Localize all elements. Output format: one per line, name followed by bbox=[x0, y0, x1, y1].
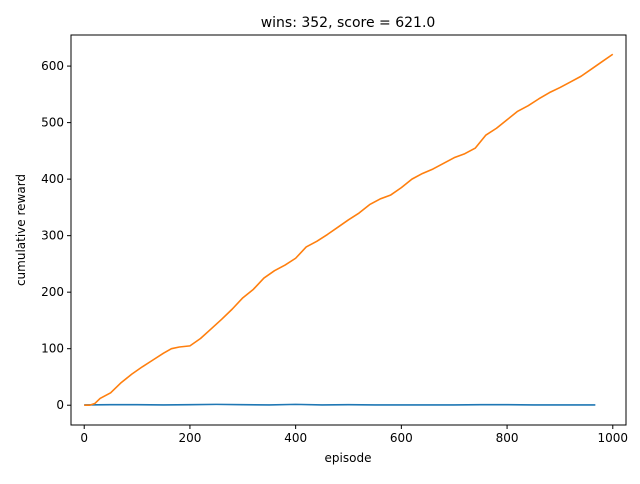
y-axis-label: cumulative reward bbox=[14, 174, 28, 286]
x-axis-label: episode bbox=[325, 451, 372, 465]
y-tick-label: 100 bbox=[41, 342, 64, 356]
axes-frame bbox=[70, 34, 627, 426]
x-tick-label: 600 bbox=[390, 431, 413, 445]
series-line-0 bbox=[84, 403, 596, 406]
series-layer bbox=[84, 53, 614, 407]
y-tick-label: 300 bbox=[41, 229, 64, 243]
x-axis-ticks: 0 200 400 600 800 1000 bbox=[80, 425, 628, 445]
x-tick-label: 400 bbox=[284, 431, 307, 445]
x-tick-label: 800 bbox=[496, 431, 519, 445]
y-tick-label: 500 bbox=[41, 116, 64, 130]
y-tick-label: 200 bbox=[41, 285, 64, 299]
x-tick-label: 0 bbox=[80, 431, 88, 445]
plot-area bbox=[71, 35, 626, 425]
x-tick-label: 1000 bbox=[598, 431, 629, 445]
y-tick-label: 600 bbox=[41, 59, 64, 73]
y-tick-label: 400 bbox=[41, 172, 64, 186]
series-line-1 bbox=[84, 53, 614, 407]
x-tick-label: 200 bbox=[178, 431, 201, 445]
y-axis-ticks: 0 100 200 300 400 500 600 bbox=[41, 59, 71, 412]
y-tick-label: 0 bbox=[56, 398, 64, 412]
chart-title: wins: 352, score = 621.0 bbox=[261, 15, 436, 31]
